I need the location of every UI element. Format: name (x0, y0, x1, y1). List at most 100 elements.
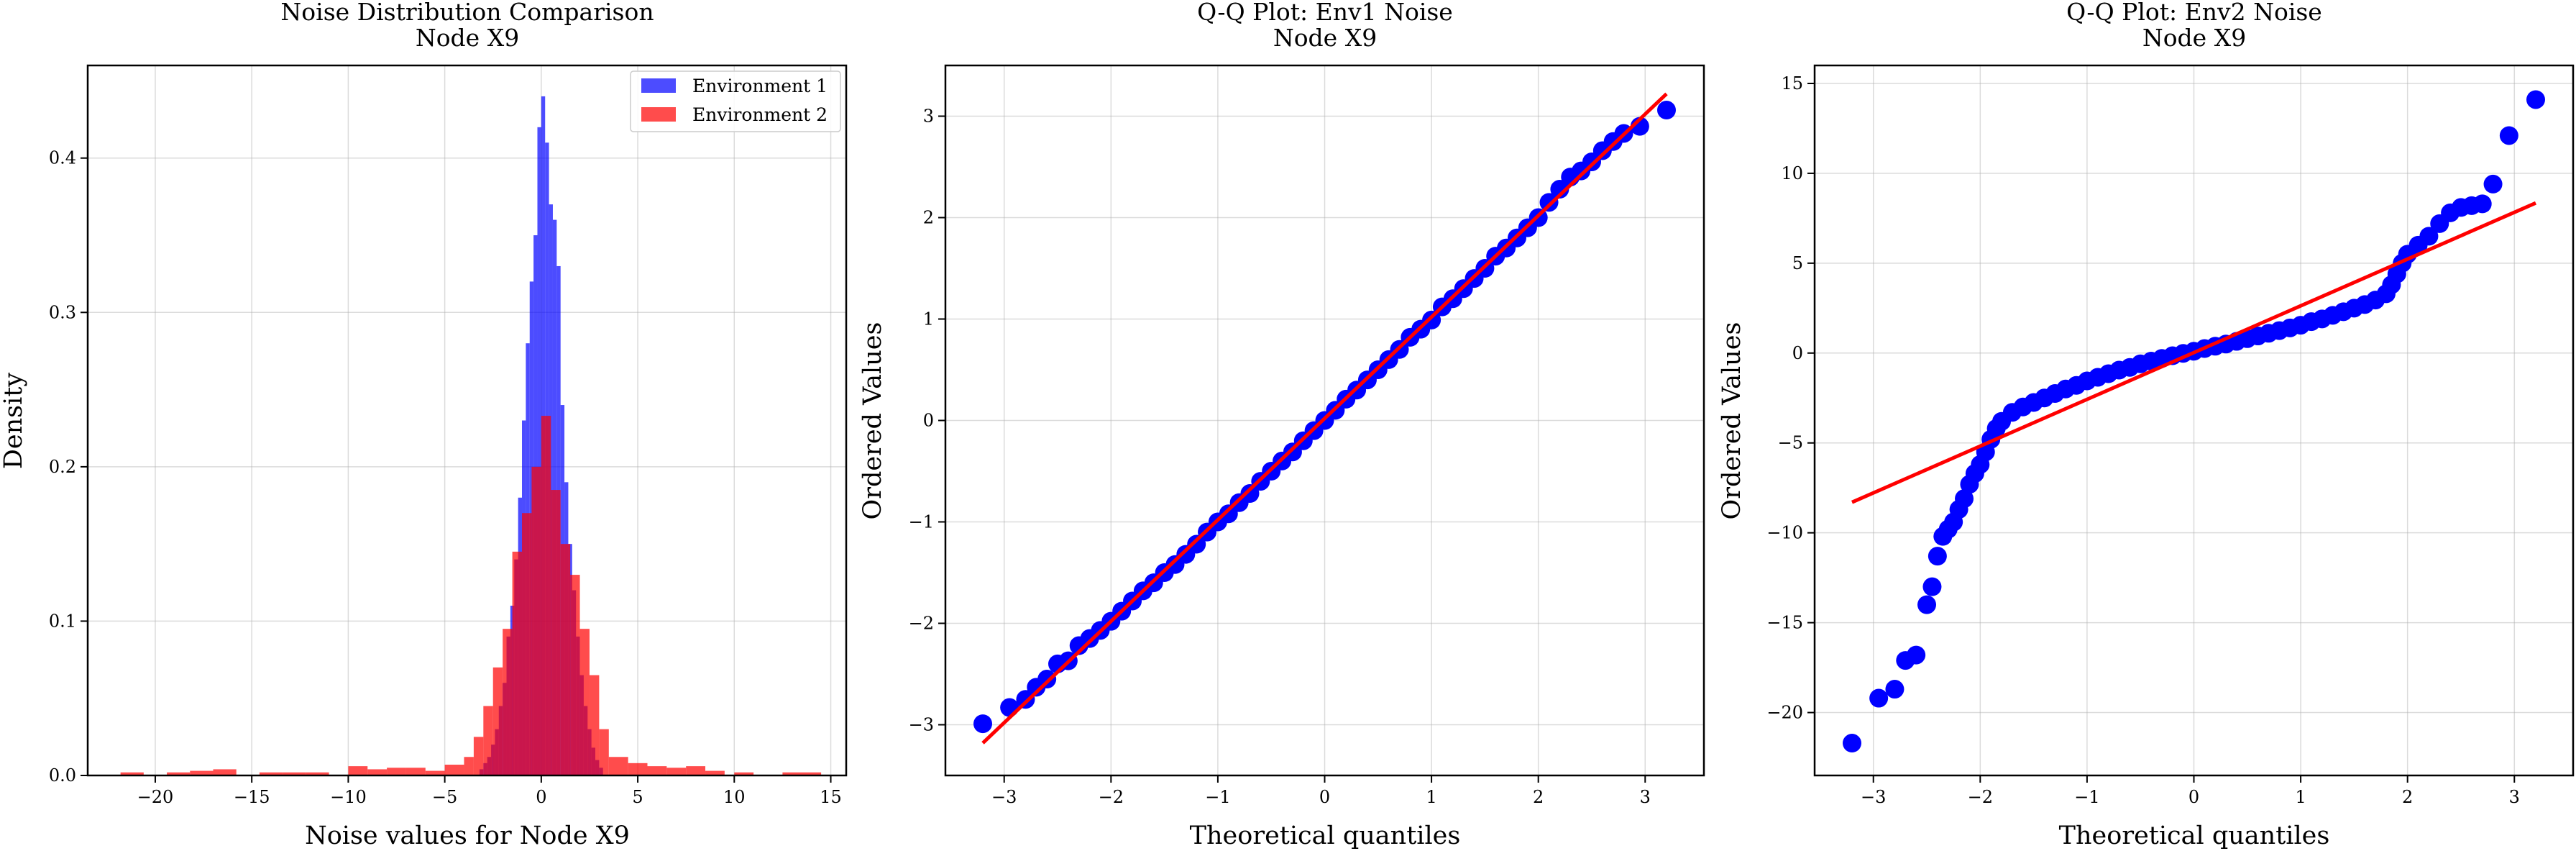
bar-environment-2 (782, 772, 822, 775)
qq-point (1843, 734, 1862, 753)
bar-environment-2 (570, 575, 580, 775)
y-axis-ticks: −20 −15 −10 −5 0 5 10 15 (1766, 73, 1815, 723)
bar-environment-1 (537, 127, 541, 776)
x-tick-label: 2 (1533, 787, 1544, 807)
bar-environment-2 (387, 768, 406, 775)
x-tick-label: 2 (2402, 787, 2413, 807)
x-tick-label: −15 (234, 787, 270, 807)
x-axis-label: Theoretical quantiles (1190, 822, 1461, 850)
qq-point (973, 714, 993, 734)
qq-points (973, 92, 1676, 745)
y-axis-ticks: 0.0 0.1 0.2 0.3 0.4 (49, 148, 88, 786)
chart-title: Q-Q Plot: Env1 Noise (1197, 0, 1453, 26)
qq-point (2483, 174, 2503, 194)
y-tick-label: 0.2 (49, 457, 76, 477)
bar-environment-2 (444, 764, 464, 775)
x-tick-label: 1 (2295, 787, 2306, 807)
bar-environment-2 (473, 737, 484, 775)
bar-environment-2 (283, 772, 306, 775)
bar-environment-2 (522, 513, 532, 775)
qq-point (1869, 688, 1889, 708)
y-axis-label: Density (0, 373, 28, 470)
bar-environment-2 (405, 768, 426, 775)
chart-title: Q-Q Plot: Env2 Noise (2066, 0, 2322, 26)
histogram-bars (120, 96, 822, 776)
x-tick-label: 1 (1426, 787, 1436, 807)
bar-environment-2 (120, 772, 144, 775)
y-tick-label: 3 (923, 106, 934, 127)
x-tick-label: −5 (432, 787, 457, 807)
x-tick-label: 0 (536, 787, 546, 807)
bar-environment-2 (551, 490, 561, 775)
y-tick-label: 15 (1781, 73, 1803, 94)
qq-env2-panel: Q-Q Plot: Env2 Noise Node X9 −3 −2 −1 0 1 2 3 … (1718, 0, 2575, 850)
bar-environment-2 (541, 416, 551, 775)
bar-environment-2 (483, 706, 493, 775)
y-tick-label: −2 (909, 614, 934, 634)
bar-environment-2 (213, 769, 237, 775)
x-tick-label: −3 (991, 787, 1017, 807)
y-tick-label: −15 (1766, 613, 1803, 633)
legend-box (630, 70, 841, 132)
qq-point (1885, 680, 1905, 699)
legend-label-environment-1: Environment 1 (692, 76, 828, 96)
qq-point (1000, 698, 1019, 717)
x-tick-label: 15 (820, 787, 842, 807)
bar-environment-2 (560, 544, 571, 775)
qq-point (1907, 645, 1926, 665)
bar-environment-2 (425, 770, 445, 775)
qq-points (1843, 90, 2545, 753)
legend-label-environment-2: Environment 2 (692, 104, 828, 125)
bar-environment-2 (492, 667, 503, 775)
qq-point (1422, 310, 1441, 329)
chart-title: Noise Distribution Comparison (280, 0, 654, 26)
y-tick-label: 2 (923, 208, 934, 228)
qq-point (2526, 90, 2545, 109)
y-tick-label: −10 (1766, 523, 1803, 543)
qq-point (1187, 534, 1206, 554)
legend: Environment 1 Environment 2 (630, 70, 841, 132)
bar-environment-2 (734, 772, 754, 775)
qq-point (1037, 670, 1057, 689)
x-axis-ticks: −20 −15 −10 −5 0 5 10 15 (137, 775, 842, 807)
chart-subtitle: Node X9 (1273, 24, 1377, 52)
y-tick-label: −1 (909, 512, 934, 532)
x-tick-label: −2 (1099, 787, 1124, 807)
legend-swatch-environment-1 (641, 78, 676, 93)
bar-environment-2 (306, 772, 329, 775)
x-tick-label: −1 (2074, 787, 2099, 807)
x-axis-label: Theoretical quantiles (2059, 822, 2330, 850)
y-axis-ticks: −3 −2 −1 0 1 2 3 (909, 106, 945, 735)
x-tick-label: −2 (1968, 787, 1993, 807)
bar-environment-2 (167, 772, 191, 775)
y-axis-label: Ordered Values (1718, 322, 1746, 520)
y-tick-label: 0.0 (49, 765, 76, 786)
y-tick-label: 0.3 (49, 302, 76, 322)
x-tick-label: 0 (1319, 787, 1330, 807)
x-tick-label: 3 (2509, 787, 2520, 807)
qq-point (1550, 180, 1569, 199)
x-tick-label: 3 (1640, 787, 1651, 807)
x-tick-label: 0 (2188, 787, 2199, 807)
x-tick-label: −20 (137, 787, 174, 807)
x-tick-label: 5 (632, 787, 643, 807)
x-axis-ticks: −3 −2 −1 0 1 2 3 (991, 775, 1651, 807)
fit-line (1851, 201, 2536, 504)
bar-environment-2 (666, 768, 687, 775)
bar-environment-2 (464, 757, 474, 775)
y-tick-label: 1 (923, 309, 934, 329)
y-tick-label: 0.4 (49, 148, 76, 168)
bar-environment-2 (531, 466, 541, 775)
y-tick-label: −5 (1778, 433, 1803, 453)
y-axis-label: Ordered Values (858, 322, 887, 520)
bar-environment-2 (647, 766, 667, 775)
qq-env1-panel: Q-Q Plot: Env1 Noise Node X9 −3 −2 −1 0 1 2 3 … (858, 0, 1705, 850)
qq-point (1922, 577, 1942, 596)
qq-point (1656, 101, 1676, 120)
x-tick-label: −10 (330, 787, 367, 807)
x-tick-label: 10 (723, 787, 746, 807)
bar-environment-2 (589, 675, 600, 775)
chart-subtitle: Node X9 (2142, 24, 2246, 52)
qq-point (1016, 690, 1035, 709)
